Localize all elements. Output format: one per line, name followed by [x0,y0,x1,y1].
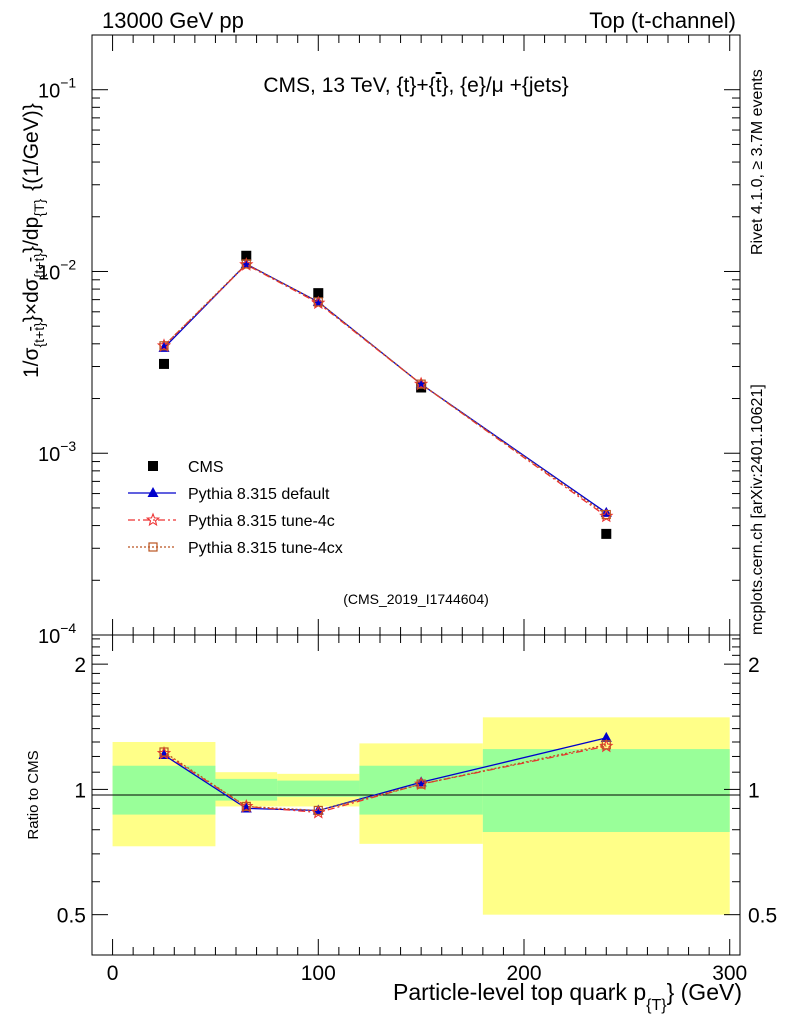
main-y-tick-label: 10−1 [38,75,76,103]
x-axis-label: Particle-level top quark p{T}} (GeV) [393,979,742,1014]
main-point-tune4cx [416,379,426,389]
ratio-point-default [600,731,612,742]
legend-markers [128,461,176,552]
main-point-data [601,528,612,539]
legend: CMS Pythia 8.315 default Pythia 8.315 tu… [128,459,343,557]
main-point-data [159,358,169,369]
main-line-tune4c [163,263,607,517]
x-tick-label: 300 [712,962,747,985]
main-axis-ticks [92,34,740,636]
ratio-point-tune4cx [601,740,611,750]
ratio-y-tick-label-left: 1 [74,779,86,802]
ratio-panel: 0.5 0.5 1 1 2 2 0 100 200 300 Ratio to CMS Partic… [25,634,777,1014]
analysis-id: (CMS_2019_I1744604) [343,591,489,607]
ratio-band-inner [359,765,483,815]
rivet-version-label: Rivet 4.1.0, ≥ 3.7M events [749,69,766,255]
legend-label-cms: CMS [188,459,224,476]
ratio-y-tick-label-left: 2 [74,654,86,677]
ratio-y-axis-label: Ratio to CMS [25,750,42,839]
ratio-point-tune4cx [313,805,323,816]
main-line-tune4cx [163,263,607,516]
ratio-tick-labels: 0.5 0.5 1 1 2 2 0 100 200 300 [57,654,777,985]
ratio-point-tune4cx [159,747,169,757]
main-y-axis-label: 1/σ{t+t}}×dσ{t+t}}/dp{T}{(1/GeV)} [20,103,47,378]
main-y-tick-label: 10−4 [38,620,76,648]
ratio-point-default [415,776,427,787]
ratio-frame [91,634,741,956]
main-y-tick-labels: 10−1 10−2 10−3 10−4 [38,75,76,648]
legend-label-tune4c: Pythia 8.315 tune-4c [188,513,335,530]
x-tick-label: 0 [107,962,119,985]
ratio-y-tick-label-right: 0.5 [748,905,777,928]
header-left: 13000 GeV pp [102,8,244,33]
main-point-tune4cx [241,259,251,269]
main-series [156,250,614,539]
main-line-default [163,263,607,514]
mcplots-label: mcplots.cern.ch [arXiv:2401.10621] [749,384,766,635]
x-tick-label: 100 [301,962,336,985]
main-panel: 10−1 10−2 10−3 10−4 CMS, 13 TeV, {t}+{t}, {… [20,34,741,648]
ratio-point-tune4cx [241,801,251,812]
ratio-band-inner [277,780,360,797]
ratio-line-tune4cx [163,744,607,812]
ratio-y-tick-label-right: 2 [748,654,760,677]
main-y-tick-label: 10−3 [38,438,76,466]
ratio-y-tick-label-left: 0.5 [57,905,86,928]
main-point-tune4cx [159,341,169,351]
legend-marker-default [147,487,159,497]
main-point-tune4cx [601,509,611,520]
main-point-data [313,288,324,299]
ratio-uncertainty-bands [112,717,730,915]
legend-label-tune4cx: Pythia 8.315 tune-4cx [188,540,343,557]
x-tick-label: 200 [506,962,541,985]
ratio-point-default [312,804,324,815]
ratio-band-inner [215,778,278,801]
legend-label-default: Pythia 8.315 default [188,486,330,503]
legend-marker-tune4cx [148,542,158,552]
main-y-tick-label: 10−2 [38,256,76,284]
ratio-band-inner [482,749,730,833]
ratio-series [156,731,614,819]
legend-marker-tune4c [145,512,161,527]
header-right: Top (t-channel) [589,8,736,33]
main-point-data [241,250,252,261]
legend-marker-data [148,461,158,471]
ratio-point-tune4cx [416,779,426,789]
ratio-axis-ticks [92,635,740,956]
ratio-band-inner [112,765,216,815]
ratio-y-tick-label-right: 1 [748,779,760,802]
main-title: CMS, 13 TeV, {t}+{t}, {e}/μ +{jets} [263,74,568,97]
main-point-tune4cx [313,297,323,307]
